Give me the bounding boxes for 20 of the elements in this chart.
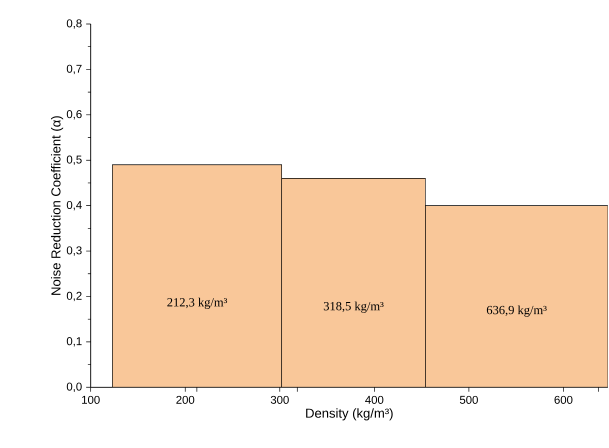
annotation: 212,3 kg/m³ [167,298,228,309]
x-tick-label: 600 [554,396,572,404]
y-tick-label: 0,2 [66,292,82,302]
y-tick-label: 0,8 [66,19,82,29]
y-tick-label: 0,3 [66,246,82,256]
annotation: 636,9 kg/m³ [486,305,547,317]
x-tick-label: 400 [365,396,384,404]
y-tick-label: 0,5 [66,155,82,165]
x-tick-label: 200 [176,396,194,404]
y-tick-label: 0,1 [66,337,82,346]
x-axis-title: Density (kg/m³) [306,408,393,420]
y-tick-label: 0,0 [66,382,82,392]
y-tick-label: 0,7 [66,64,82,74]
y-tick-label: 0,4 [66,200,82,210]
annotation: 318,5 kg/m³ [324,301,384,313]
x-tick-label: 300 [270,396,289,404]
y-axis-title: Noise Reduction Coefficient (α) [50,116,64,295]
x-tick-label: 500 [460,396,478,404]
y-tick-label: 0,6 [66,110,82,120]
x-tick-label: 100 [82,396,100,404]
